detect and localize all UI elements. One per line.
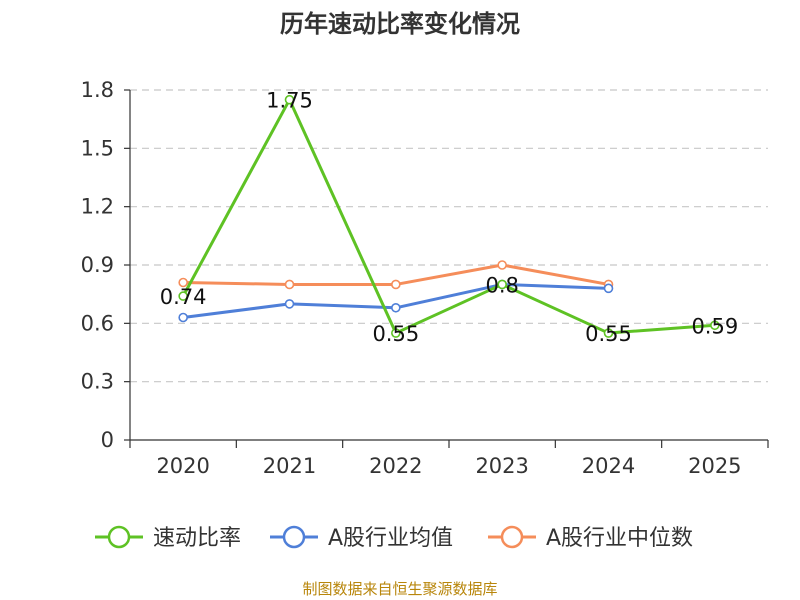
y-tick-label: 1.8 bbox=[81, 78, 114, 102]
y-tick-label: 0.6 bbox=[81, 311, 114, 335]
legend-label: A股行业中位数 bbox=[546, 526, 693, 551]
series-point-0 bbox=[603, 328, 614, 338]
series-point-1 bbox=[391, 302, 401, 313]
series-point-2 bbox=[391, 279, 401, 290]
series-point-1 bbox=[603, 283, 614, 294]
legend: 速动比率 A股行业均值 A股行业中位数 bbox=[95, 525, 693, 551]
axes: 0 0.3 0.6 0.9 1.2 1.5 1.8 2020 2021 2022 2023 2024 2… bbox=[81, 78, 769, 478]
series-point-0 bbox=[497, 279, 507, 290]
series-point-1 bbox=[178, 312, 188, 323]
gridlines bbox=[130, 89, 768, 383]
series-group bbox=[178, 94, 720, 338]
data-label: 0.55 bbox=[372, 322, 419, 346]
x-tick-label: 2024 bbox=[582, 454, 635, 478]
data-label: 1.75 bbox=[266, 89, 313, 113]
source-note: 制图数据来自恒生聚源数据库 bbox=[302, 580, 498, 598]
series-point-1 bbox=[284, 299, 295, 309]
legend-marker bbox=[282, 525, 306, 549]
legend-label: 速动比率 bbox=[153, 526, 241, 551]
y-tick-label: 1.5 bbox=[81, 136, 114, 160]
chart-title: 历年速动比率变化情况 bbox=[280, 10, 520, 38]
data-labels: 0.74 1.75 0.55 0.8 0.55 0.59 bbox=[160, 89, 738, 346]
legend-marker bbox=[500, 525, 524, 549]
x-tick-label: 2023 bbox=[475, 454, 528, 478]
series-point-2 bbox=[497, 260, 507, 270]
series-point-0 bbox=[284, 94, 295, 105]
y-tick-label: 0.3 bbox=[81, 370, 114, 394]
x-tick-label: 2020 bbox=[156, 454, 209, 478]
y-tick-label: 0.9 bbox=[81, 253, 114, 277]
series-point-2 bbox=[178, 277, 188, 288]
y-tick-label: 1.2 bbox=[81, 195, 114, 219]
data-label: 0.8 bbox=[485, 273, 518, 297]
y-tick-label: 0 bbox=[101, 428, 114, 452]
series-point-0 bbox=[391, 328, 401, 338]
series-point-0 bbox=[710, 320, 720, 331]
series-point-2 bbox=[284, 279, 295, 290]
data-label: 0.59 bbox=[691, 314, 738, 338]
legend-marker bbox=[107, 525, 131, 549]
series-line-0 bbox=[181, 98, 715, 335]
x-tick-label: 2025 bbox=[688, 454, 741, 478]
x-tick-label: 2022 bbox=[369, 454, 422, 478]
x-tick-label: 2021 bbox=[263, 454, 316, 478]
legend-label: A股行业均值 bbox=[328, 526, 453, 551]
data-label: 0.55 bbox=[585, 322, 632, 346]
series-point-0 bbox=[178, 291, 188, 301]
data-label: 0.74 bbox=[160, 285, 207, 309]
